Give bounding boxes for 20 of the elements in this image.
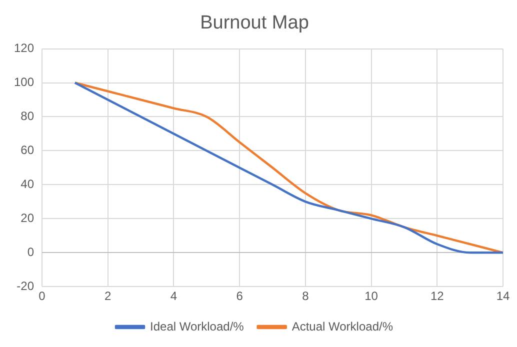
x-tick-label: 6 bbox=[236, 289, 244, 304]
x-tick-label: 10 bbox=[364, 289, 378, 304]
x-tick-label: 4 bbox=[170, 289, 178, 304]
y-tick-label: 60 bbox=[20, 143, 34, 158]
legend-label: Ideal Workload/% bbox=[150, 319, 244, 334]
y-tick-label: -20 bbox=[16, 278, 34, 293]
y-tick-label: 0 bbox=[27, 244, 34, 259]
y-tick-label: 80 bbox=[20, 109, 34, 124]
x-tick-label: 14 bbox=[496, 289, 510, 304]
x-tick-label: 8 bbox=[302, 289, 310, 304]
line-series bbox=[74, 82, 503, 254]
chart-title: Burnout Map bbox=[200, 12, 309, 34]
y-tick-label: 40 bbox=[20, 177, 34, 191]
y-tick-label: 20 bbox=[20, 210, 34, 225]
x-tick-label: 0 bbox=[38, 289, 46, 304]
x-tick-label: 12 bbox=[430, 289, 444, 304]
legend-label: Actual Workload/% bbox=[292, 319, 394, 334]
x-tick-label: 2 bbox=[104, 289, 112, 304]
y-tick-label: 100 bbox=[14, 75, 34, 90]
y-tick-label: 120 bbox=[14, 41, 34, 56]
